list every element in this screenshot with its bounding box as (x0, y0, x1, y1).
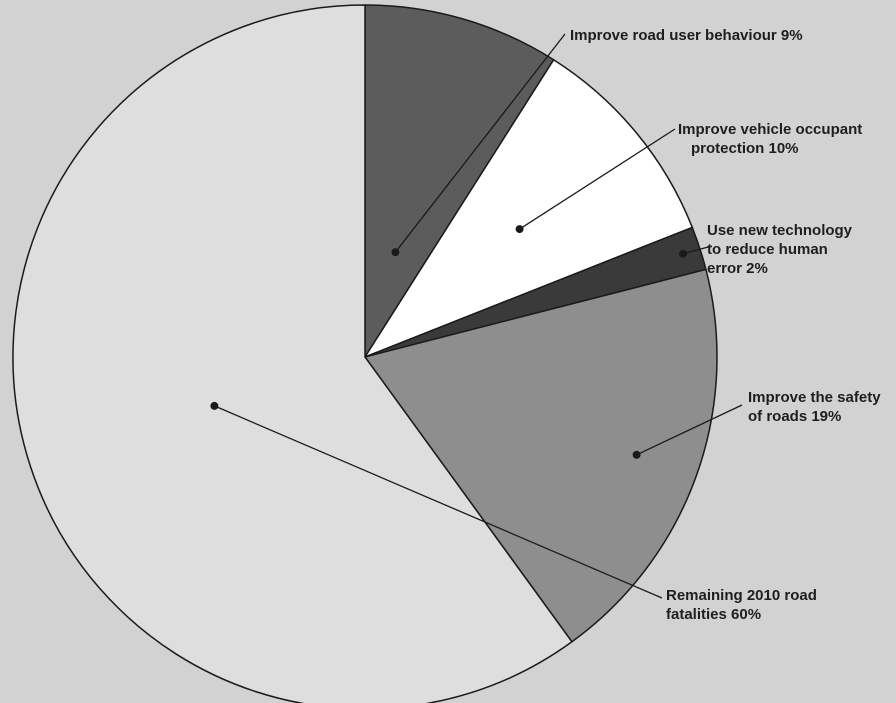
slice-label-line: protection 10% (691, 140, 799, 157)
pie-slice (12, 4, 573, 703)
slice-labels: Improve road user behaviour 9% Improve ve… (570, 27, 881, 623)
slice-label: Improve vehicle occupant protection 10% (678, 121, 862, 157)
slice-label-line: Remaining 2010 road (666, 587, 817, 604)
slice-label-line: fatalities 60% (666, 606, 761, 623)
leader-dot (679, 249, 687, 258)
slice-label-line: Improve the safety (748, 389, 881, 406)
slice-label: Use new technology to reduce human error 2… (707, 222, 853, 277)
leader-line (682, 245, 713, 255)
pie-slice (364, 4, 555, 360)
slice-label: Improve the safety of roads 19% (748, 389, 881, 425)
leader-line (214, 405, 663, 599)
slice-label-line: Use new technology (707, 222, 853, 239)
slice-label-line: Improve road user behaviour 9% (570, 27, 803, 44)
slice-label: Remaining 2010 road fatalities 60% (666, 587, 817, 623)
slice-label: Improve road user behaviour 9% (570, 27, 803, 44)
leader-lines (210, 33, 743, 599)
slice-label-line: Improve vehicle occupant (678, 121, 862, 138)
leader-line (394, 33, 566, 253)
slice-label-line: error 2% (707, 260, 768, 277)
slice-label-line: to reduce human (707, 241, 828, 258)
leader-line (636, 404, 743, 456)
pie-slice (363, 58, 694, 359)
leader-line (519, 128, 676, 230)
pie-slices (12, 4, 718, 703)
pie-slice (363, 268, 718, 643)
slice-label-line: of roads 19% (748, 408, 841, 425)
